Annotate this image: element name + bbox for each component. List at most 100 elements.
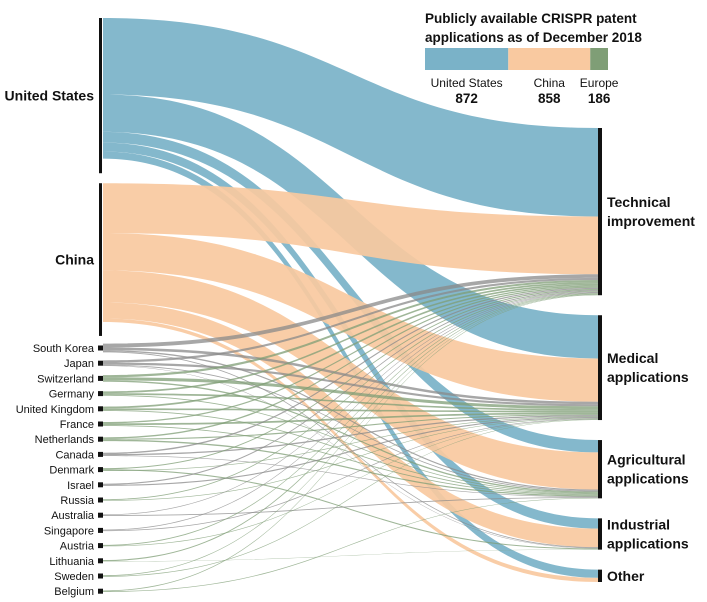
flow-jp-to-med xyxy=(103,362,598,407)
flow-fr-to-med xyxy=(103,412,598,426)
source-bar-be xyxy=(98,588,103,594)
target-label-med-2: applications xyxy=(607,369,689,385)
source-label-de: Germany xyxy=(49,389,95,401)
legend-name-united-states: United States xyxy=(431,76,503,90)
source-bar-nl xyxy=(98,436,103,442)
flow-jp-to-tech xyxy=(103,277,598,363)
flow-ch-to-agri xyxy=(103,380,598,493)
flow-at-to-med xyxy=(103,419,598,547)
target-bar-agri xyxy=(598,440,602,499)
flow-au-to-tech xyxy=(103,291,598,516)
source-label-uk: United Kingdom xyxy=(16,404,94,416)
source-label-at: Austria xyxy=(60,541,95,553)
flow-il-to-tech xyxy=(103,290,598,485)
flow-lt-to-tech xyxy=(103,293,598,562)
source-bar-ru xyxy=(98,497,103,503)
flow-kr-to-tech xyxy=(103,274,598,348)
flow-dk-to-ind xyxy=(103,469,598,550)
sankey-labels: United States China South Korea Japan Switze… xyxy=(5,88,696,599)
flow-kr-to-med xyxy=(103,347,598,405)
flow-ru-to-tech xyxy=(103,291,598,501)
source-bar-dk xyxy=(98,467,103,473)
target-label-other-1: Other xyxy=(607,568,645,584)
legend-title-line-2: applications as of December 2018 xyxy=(425,30,642,45)
flow-ch-to-tech xyxy=(103,279,598,378)
source-label-fr: France xyxy=(60,419,94,431)
flow-jp-to-ind xyxy=(103,365,598,549)
flow-china-to-med xyxy=(103,233,598,402)
sankey-flows xyxy=(103,18,598,592)
source-bar-uk xyxy=(98,406,103,412)
flow-be-to-agri xyxy=(103,497,598,592)
legend-swatch-china xyxy=(508,48,591,70)
flow-china-to-agri xyxy=(103,270,598,490)
target-bar-other xyxy=(598,569,602,582)
legend-value-europe: 186 xyxy=(588,91,611,106)
flow-dk-to-tech xyxy=(103,289,598,470)
source-bar-ch xyxy=(98,375,103,381)
flow-au-to-agri xyxy=(103,497,598,516)
flow-us-to-agri xyxy=(103,131,598,453)
flow-uk-to-tech xyxy=(103,283,598,409)
legend-swatch-united-states xyxy=(425,48,509,70)
flow-dk-to-med xyxy=(103,416,598,472)
source-label-kr: South Korea xyxy=(33,343,95,355)
flow-china-to-tech xyxy=(103,183,598,275)
target-label-agri-2: applications xyxy=(607,471,689,487)
target-label-tech-2: improvement xyxy=(607,213,695,229)
target-bar-ind xyxy=(598,518,602,550)
source-bar-fr xyxy=(98,421,103,427)
source-bar-china xyxy=(99,183,102,336)
source-label-be: Belgium xyxy=(54,586,94,598)
source-label-au: Australia xyxy=(51,510,95,522)
sankey-nodes xyxy=(98,18,602,594)
source-label-ca: Canada xyxy=(55,449,94,461)
target-label-tech-1: Technical xyxy=(607,194,671,210)
source-label-sg: Singapore xyxy=(44,525,94,537)
target-label-med-1: Medical xyxy=(607,350,658,366)
source-bar-at xyxy=(98,543,103,549)
flow-ca-to-agri xyxy=(103,455,598,498)
source-bar-au xyxy=(98,512,103,518)
target-label-ind-1: Industrial xyxy=(607,516,670,532)
source-bar-kr xyxy=(98,345,103,351)
legend-bar xyxy=(425,48,608,70)
source-label-nl: Netherlands xyxy=(35,434,95,446)
target-bar-tech xyxy=(598,128,602,296)
target-label-agri-1: Agricultural xyxy=(607,452,686,468)
legend-name-china: China xyxy=(534,76,566,90)
flow-sg-to-tech xyxy=(103,292,598,531)
flow-de-to-agri xyxy=(103,394,598,494)
flow-se-to-med xyxy=(103,419,598,577)
flow-de-to-tech xyxy=(103,282,598,394)
flow-uk-to-med xyxy=(103,408,598,413)
flow-sg-to-med xyxy=(103,418,598,532)
flow-at-to-tech xyxy=(103,293,598,546)
source-bar-us xyxy=(99,18,102,174)
source-bar-se xyxy=(98,573,103,579)
flow-il-to-med xyxy=(103,416,598,486)
source-bar-sg xyxy=(98,527,103,533)
flow-se-to-tech xyxy=(103,294,598,576)
flow-de-to-med xyxy=(103,393,598,411)
flow-fr-to-agri xyxy=(103,425,598,496)
flow-nl-to-agri xyxy=(103,439,598,497)
source-label-ch: Switzerland xyxy=(37,373,94,385)
source-bar-ca xyxy=(98,451,103,457)
flow-jp-to-agri xyxy=(103,364,598,492)
target-bar-med xyxy=(598,315,602,421)
legend-title-line-1: Publicly available CRISPR patent xyxy=(425,11,637,26)
flow-china-to-other xyxy=(103,318,598,582)
source-bar-de xyxy=(98,391,103,397)
flow-fr-to-tech xyxy=(103,285,598,424)
source-label-lt: Lithuania xyxy=(49,556,95,568)
flow-china-to-ind xyxy=(103,302,598,548)
flow-lt-to-ind xyxy=(103,549,598,562)
source-label-se: Sweden xyxy=(54,571,94,583)
source-label-us: United States xyxy=(5,88,95,104)
flow-ch-to-med xyxy=(103,377,598,410)
flow-ca-to-tech xyxy=(103,287,598,455)
source-label-il: Israel xyxy=(67,480,94,492)
